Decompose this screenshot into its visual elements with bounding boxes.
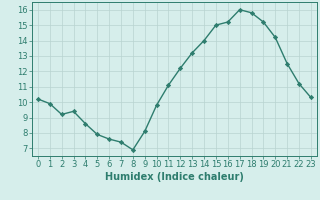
X-axis label: Humidex (Indice chaleur): Humidex (Indice chaleur) bbox=[105, 172, 244, 182]
